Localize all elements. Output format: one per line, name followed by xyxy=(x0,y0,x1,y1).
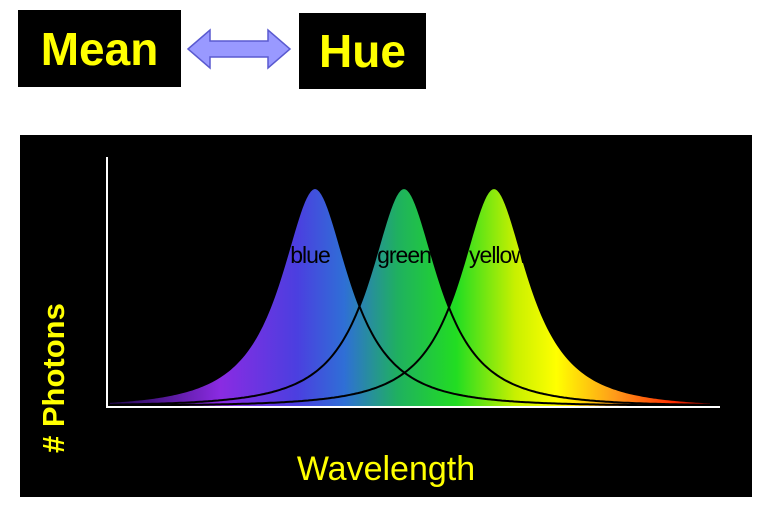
curve-label-yellow: yellow xyxy=(469,242,528,268)
curve-label-blue: blue xyxy=(290,242,330,268)
y-axis-label: # Photons xyxy=(36,303,71,453)
curve-yellow xyxy=(110,186,711,407)
hue-title-box: Hue xyxy=(299,13,426,89)
mean-title-box: Mean xyxy=(18,10,181,87)
spectrum-chart: blue green yellow xyxy=(106,157,720,408)
mean-title: Mean xyxy=(40,22,159,75)
curve-label-green: green xyxy=(377,242,431,268)
curve-green xyxy=(110,186,711,406)
curve-blue xyxy=(109,187,710,407)
x-axis-label: Wavelength xyxy=(296,450,476,488)
double-headed-arrow-icon xyxy=(186,28,292,70)
hue-title: Hue xyxy=(319,25,406,77)
spectrum-chart-panel: blue green yellow # Photons Wavelength xyxy=(20,135,752,497)
spectrum-area xyxy=(110,188,710,406)
